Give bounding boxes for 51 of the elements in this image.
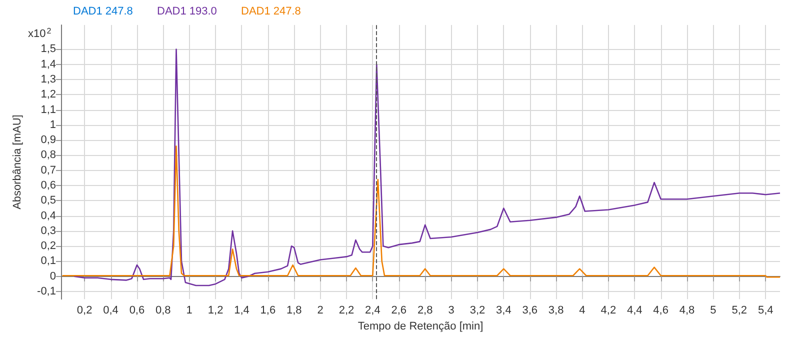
line-series — [73, 48, 781, 286]
x-tick-label: 4,2 — [600, 304, 616, 317]
x-tick-label: 3,6 — [522, 304, 538, 317]
x-tick-label: 2,6 — [391, 304, 407, 317]
x-tick-label: 0,8 — [156, 304, 171, 317]
x-tick-label: 3,8 — [548, 304, 564, 317]
y-axis-title: Absorbância [mAU] — [12, 114, 24, 210]
x-tick-label: 3 — [448, 304, 454, 317]
y-tick-label: 1,2 — [40, 88, 56, 101]
y-tick-label: 0 — [50, 270, 56, 282]
y-tick-label: 0,9 — [40, 134, 56, 146]
y-tick-label: 0,5 — [40, 194, 56, 207]
x-tick-label: 0,4 — [103, 304, 118, 317]
x-tick-label: 1,6 — [260, 304, 276, 317]
x-tick-label: 2,4 — [365, 304, 380, 317]
x-tick-label: 4,8 — [679, 304, 695, 317]
x-tick-label: 0,2 — [76, 304, 92, 317]
y-tick-label: 0,6 — [40, 180, 56, 192]
legend-label: DAD1 247.8 — [73, 6, 133, 18]
y-tick-label: 1,5 — [40, 43, 56, 56]
y-tick-label: 1,1 — [40, 104, 56, 116]
x-tick-label: 1,8 — [286, 304, 302, 317]
y-tick-label: 1 — [50, 118, 56, 131]
y-tick-label: 1,3 — [40, 74, 56, 86]
x-tick-label: 1,2 — [208, 304, 224, 317]
x-tick-label: 4,6 — [653, 304, 668, 317]
x-tick-label: 4,4 — [626, 304, 642, 317]
x-tick-label: 2,8 — [417, 304, 433, 317]
x-tick-label: 2,2 — [338, 304, 354, 317]
x-tick-label: 0,6 — [129, 304, 145, 317]
x-tick-label: 5,4 — [758, 304, 774, 317]
y-tick-label: 1,4 — [40, 58, 56, 70]
y-tick-label: 0,1 — [40, 255, 56, 268]
y-tick-label: 0,4 — [40, 210, 56, 222]
x-tick-label: 5,2 — [732, 304, 748, 317]
y-tick-label: -0,1 — [37, 286, 56, 298]
y-tick-label: 0,2 — [40, 240, 56, 252]
x-tick-label: 4 — [579, 304, 586, 317]
x-axis-title: Tempo de Retenção [min] — [358, 320, 484, 332]
text: DAD1 247.8 — [241, 6, 301, 18]
y-tick-label: 0,8 — [40, 149, 56, 162]
y-tick-label: 0,3 — [40, 224, 56, 237]
x-tick-label: 3,2 — [470, 304, 486, 317]
line-series — [62, 146, 781, 278]
x-tick-label: 5 — [710, 304, 716, 317]
x-tick-label: 2 — [317, 304, 324, 317]
text: DAD1 193.0 — [157, 6, 217, 18]
x-tick-label: 1,4 — [234, 304, 250, 317]
y-tick-label: 0,7 — [40, 164, 56, 176]
x-tick-label: 1 — [186, 304, 192, 317]
x-tick-label: 3,4 — [496, 304, 512, 317]
